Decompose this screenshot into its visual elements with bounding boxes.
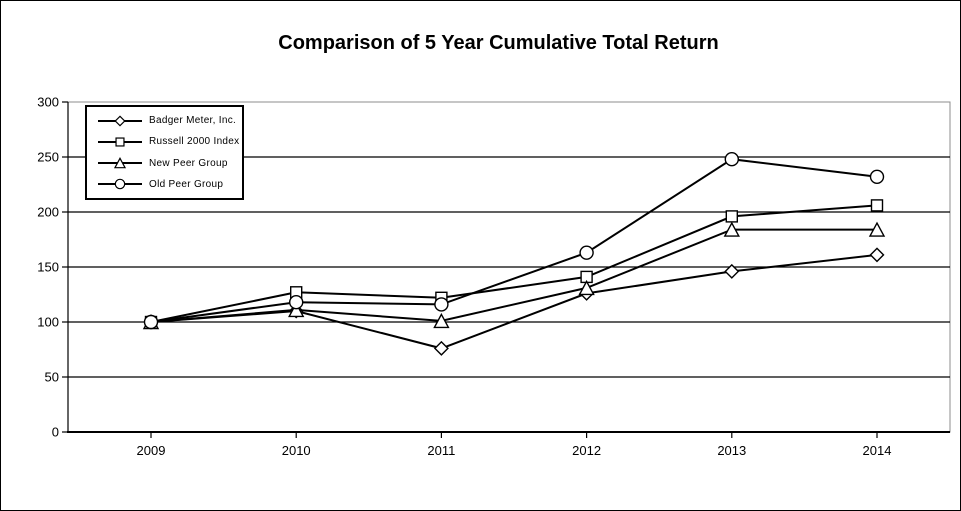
x-tick-label: 2012	[572, 443, 601, 458]
series-new-peer-group	[142, 221, 886, 330]
y-tick-label: 250	[37, 150, 59, 165]
legend-key-triangle	[98, 157, 142, 169]
square-marker-icon	[115, 137, 125, 147]
series-line	[150, 228, 877, 323]
series-line	[150, 158, 878, 323]
legend: Badger Meter, Inc. Russell 2000 Index New …	[85, 105, 244, 200]
legend-label: Old Peer Group	[149, 178, 224, 190]
x-tick-label: 2010	[282, 443, 311, 458]
series-line	[150, 204, 878, 323]
y-tick-label: 300	[37, 95, 59, 110]
x-axis-labels: 2009 2010 2011 2012 2013 2014	[137, 432, 892, 458]
legend-key-circle	[98, 179, 142, 190]
circle-marker-icon	[434, 297, 449, 312]
legend-label: Badger Meter, Inc.	[149, 115, 237, 127]
triangle-marker-icon	[723, 221, 740, 237]
x-tick-label: 2009	[137, 443, 166, 458]
series-line	[150, 253, 878, 350]
y-tick-label: 150	[37, 260, 59, 275]
circle-marker-icon	[579, 245, 594, 260]
diamond-marker-icon	[433, 340, 449, 356]
y-tick-label: 50	[45, 370, 59, 385]
circle-marker-icon	[114, 179, 126, 190]
y-axis-labels: 0 50 100 150 200 250 300	[37, 95, 68, 440]
legend-label: New Peer Group	[149, 157, 228, 169]
circle-marker-icon	[869, 169, 885, 185]
circle-marker-icon	[289, 295, 304, 310]
square-marker-icon	[725, 210, 738, 223]
triangle-marker-icon	[113, 157, 127, 169]
circle-marker-icon	[143, 314, 159, 330]
y-tick-label: 200	[37, 205, 59, 220]
x-tick-label: 2013	[717, 443, 746, 458]
diamond-marker-icon	[869, 247, 885, 263]
chart-title: Comparison of 5 Year Cumulative Total Re…	[278, 32, 719, 54]
y-tick-label: 0	[52, 425, 59, 440]
diamond-marker-icon	[724, 263, 740, 279]
circle-marker-icon	[724, 151, 739, 167]
x-tick-label: 2014	[863, 443, 892, 458]
legend-item-new-peer-group: New Peer Group	[96, 156, 240, 170]
x-tick-label: 2011	[427, 443, 455, 458]
legend-item-old-peer-group: Old Peer Group	[96, 177, 240, 191]
triangle-marker-icon	[433, 312, 450, 329]
triangle-marker-icon	[578, 279, 595, 296]
legend-key-square	[98, 137, 142, 147]
legend-item-badger-meter-inc: Badger Meter, Inc.	[96, 114, 240, 128]
square-marker-icon	[870, 199, 884, 212]
triangle-marker-icon	[868, 221, 886, 237]
legend-label: Russell 2000 Index	[149, 136, 240, 148]
triangle-marker-icon	[288, 301, 305, 318]
legend-item-russell-2000-index: Russell 2000 Index	[96, 135, 240, 149]
legend-key-diamond	[98, 115, 142, 127]
diamond-marker-icon	[114, 115, 126, 127]
series-old-peer-group	[143, 151, 885, 330]
y-tick-label: 100	[37, 315, 59, 330]
